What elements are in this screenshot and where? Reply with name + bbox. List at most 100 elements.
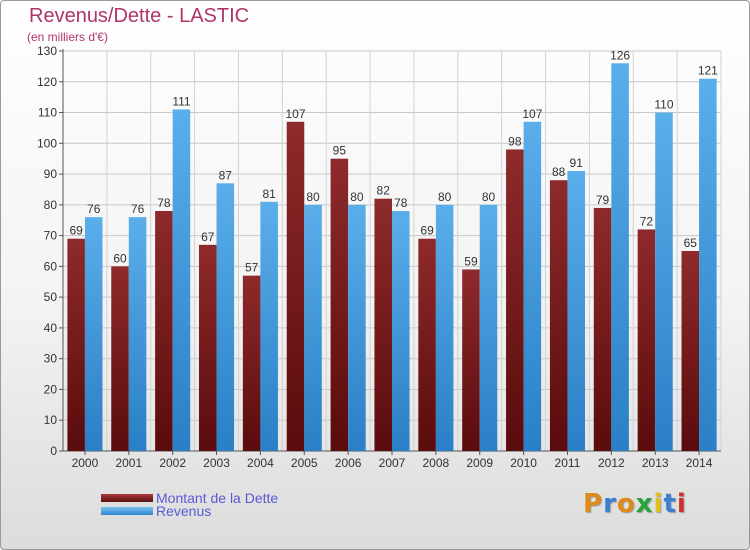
chart-title: Revenus/Dette - LASTIC bbox=[29, 5, 250, 27]
bar-revenue bbox=[392, 211, 410, 451]
y-tick-label: 60 bbox=[44, 259, 58, 273]
bar-revenue bbox=[699, 78, 717, 451]
data-label: 65 bbox=[684, 236, 698, 250]
legend-item-revenue: Revenus bbox=[101, 503, 211, 519]
x-tick-label: 2014 bbox=[686, 456, 713, 470]
data-label: 80 bbox=[482, 190, 496, 204]
data-label: 80 bbox=[306, 190, 320, 204]
bar-revenue bbox=[655, 112, 673, 452]
data-label: 126 bbox=[610, 48, 630, 62]
data-label: 69 bbox=[69, 224, 83, 238]
data-label: 67 bbox=[201, 230, 215, 244]
x-tick-label: 2013 bbox=[642, 456, 669, 470]
y-tick-label: 100 bbox=[37, 136, 57, 150]
data-label: 57 bbox=[245, 261, 259, 275]
data-label: 78 bbox=[157, 196, 171, 210]
x-tick-label: 2007 bbox=[379, 456, 406, 470]
x-tick-label: 2002 bbox=[159, 456, 186, 470]
data-label: 107 bbox=[522, 107, 542, 121]
data-label: 110 bbox=[654, 98, 673, 112]
logo-letter: i bbox=[676, 489, 687, 519]
bar-revenue bbox=[611, 63, 629, 452]
bar-revenue bbox=[84, 217, 103, 451]
proxiti-logo: Proxiti bbox=[583, 489, 687, 519]
legend-item-debt: Montant de la Dette bbox=[101, 490, 278, 506]
x-tick-label: 2001 bbox=[115, 456, 142, 470]
data-label: 78 bbox=[394, 196, 408, 210]
y-tick-label: 80 bbox=[44, 198, 58, 212]
data-label: 76 bbox=[131, 202, 145, 216]
data-label: 87 bbox=[219, 168, 233, 182]
x-tick-label: 2000 bbox=[72, 456, 99, 470]
y-tick-label: 40 bbox=[44, 321, 58, 335]
y-tick-label: 70 bbox=[44, 229, 58, 243]
logo-letter: o bbox=[616, 489, 636, 519]
data-label: 95 bbox=[333, 144, 347, 158]
x-tick-label: 2003 bbox=[203, 456, 230, 470]
data-label: 72 bbox=[640, 214, 654, 228]
bar-debt bbox=[286, 121, 305, 452]
x-tick-label: 2005 bbox=[291, 456, 318, 470]
y-tick-label: 90 bbox=[44, 167, 58, 181]
y-tick-label: 120 bbox=[37, 75, 57, 89]
data-label: 76 bbox=[87, 202, 101, 216]
y-tick-label: 30 bbox=[44, 352, 58, 366]
logo-letter: t bbox=[663, 489, 677, 519]
y-tick-label: 50 bbox=[44, 290, 58, 304]
data-label: 111 bbox=[172, 94, 191, 108]
bar-debt bbox=[637, 229, 656, 451]
bar-revenue bbox=[348, 204, 366, 451]
bar-debt bbox=[462, 269, 480, 451]
bar-debt bbox=[330, 158, 349, 451]
legend-label-revenue: Revenus bbox=[156, 503, 212, 519]
data-label: 98 bbox=[508, 134, 522, 148]
y-tick-label: 130 bbox=[37, 44, 57, 58]
data-label: 60 bbox=[113, 251, 127, 265]
bar-revenue bbox=[479, 204, 498, 451]
logo-letter: r bbox=[603, 489, 617, 519]
bar-debt bbox=[418, 238, 436, 451]
bar-revenue bbox=[567, 171, 586, 451]
y-tick-label: 10 bbox=[44, 413, 58, 427]
data-label: 88 bbox=[552, 165, 566, 179]
legend-label-debt: Montant de la Dette bbox=[156, 490, 279, 506]
bar-debt bbox=[111, 266, 129, 451]
chart-subtitle: (en milliers d'€) bbox=[27, 30, 108, 44]
bar-revenue bbox=[435, 204, 454, 451]
y-tick-label: 110 bbox=[38, 106, 57, 120]
logo-letter: i bbox=[653, 489, 664, 519]
x-tick-label: 2008 bbox=[423, 456, 450, 470]
logo-letter: P bbox=[583, 489, 604, 519]
data-label: 81 bbox=[262, 187, 276, 201]
bar-debt bbox=[506, 149, 524, 451]
data-label: 82 bbox=[377, 184, 391, 198]
legend-swatch-debt bbox=[101, 494, 153, 502]
data-label: 79 bbox=[596, 193, 610, 207]
legend-swatch-revenue bbox=[101, 507, 153, 515]
logo-letter: x bbox=[635, 489, 654, 519]
bar-debt bbox=[681, 251, 700, 451]
bar-debt bbox=[67, 238, 85, 451]
x-tick-label: 2004 bbox=[247, 456, 274, 470]
bar-revenue bbox=[128, 217, 147, 451]
bar-debt bbox=[593, 207, 612, 451]
bar-debt bbox=[374, 198, 392, 451]
bar-revenue bbox=[304, 204, 322, 451]
x-tick-label: 2006 bbox=[335, 456, 362, 470]
bar-debt bbox=[242, 275, 261, 451]
x-tick-label: 2011 bbox=[555, 456, 581, 470]
bar-revenue bbox=[216, 183, 235, 452]
bar-debt bbox=[549, 180, 568, 451]
x-tick-label: 2012 bbox=[598, 456, 625, 470]
data-label: 91 bbox=[570, 156, 584, 170]
bar-revenue bbox=[260, 201, 278, 451]
data-label: 80 bbox=[438, 190, 452, 204]
data-label: 121 bbox=[698, 64, 718, 78]
data-label: 69 bbox=[420, 224, 434, 238]
y-tick-label: 20 bbox=[44, 382, 58, 396]
bar-revenue bbox=[523, 121, 542, 452]
y-tick-label: 0 bbox=[50, 444, 57, 458]
data-label: 107 bbox=[285, 107, 305, 121]
bar-debt bbox=[155, 211, 173, 451]
